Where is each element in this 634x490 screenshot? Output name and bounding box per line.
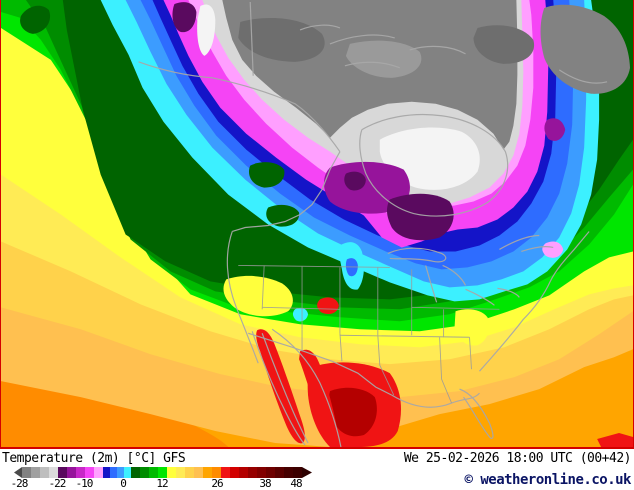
scale-segment: [131, 467, 140, 478]
scale-segment: [149, 467, 158, 478]
patch-yellow-virginia: [454, 309, 489, 346]
scale-segment: [31, 467, 40, 478]
scale-tick-label: -22: [48, 477, 67, 490]
patch-cyan-rockies: [292, 307, 309, 322]
scale-segment: [275, 467, 284, 478]
scale-segment: [257, 467, 266, 478]
scale-segment: [58, 467, 67, 478]
scale-tick-label: -28: [10, 477, 29, 490]
patch-purple-east: [544, 118, 566, 141]
copyright-label: © weatheronline.co.uk: [464, 472, 631, 488]
patch-darkgreen-bc-1: [248, 162, 285, 188]
temperature-scale-ticks: -28 -22 -10 0 12 26 38 48: [0, 477, 340, 490]
scale-segment: [212, 467, 221, 478]
temperature-map-canvas: [1, 0, 633, 447]
scale-segment: [185, 467, 194, 478]
scale-segment: [117, 467, 124, 478]
hot-red-sonora-spot: [317, 297, 339, 315]
scale-segment: [194, 467, 203, 478]
legend-bar: Temperature (2m) [°C] GFS We 25-02-2026 …: [0, 449, 634, 490]
scale-segment: [293, 467, 302, 478]
patch-dark-purple-manitoba: [386, 193, 454, 241]
scale-segment: [124, 467, 131, 478]
hot-red-sonora-coast: [299, 349, 338, 446]
scale-segment: [94, 467, 103, 478]
scale-tick-label: 26: [211, 477, 223, 490]
scale-segment: [40, 467, 49, 478]
patch-darkgreen-corner: [20, 5, 51, 34]
scale-segment: [22, 467, 31, 478]
scale-segment: [85, 467, 94, 478]
scale-segment: [266, 467, 275, 478]
scale-segment: [103, 467, 110, 478]
temperature-map: [0, 0, 634, 449]
scale-segment: [49, 467, 58, 478]
scale-tick-label: 48: [290, 477, 302, 490]
patch-yellow-columbia: [223, 275, 293, 317]
scale-segment: [14, 467, 22, 478]
coastlines: [138, 1, 608, 447]
scale-segment: [110, 467, 117, 478]
scale-tick-label: 0: [120, 477, 127, 490]
scale-segment: [76, 467, 85, 478]
state-borders: [238, 264, 500, 404]
hot-red-baja: [256, 329, 305, 444]
hot-red-corner: [597, 433, 633, 447]
temperature-scale: [14, 467, 312, 478]
scale-segment: [284, 467, 293, 478]
patch-dark-purple-alaska: [172, 2, 197, 33]
gray-noise-light: [345, 40, 422, 78]
scale-segment: [248, 467, 257, 478]
cold-white-alaska: [197, 4, 216, 56]
gray-noise-dark-2: [473, 25, 535, 64]
product-label: Temperature (2m) [°C] GFS: [2, 451, 186, 466]
scale-tick-label: -10: [75, 477, 94, 490]
scale-segment: [239, 467, 248, 478]
scale-segment: [302, 467, 312, 478]
patch-darkgreen-bc-2: [266, 204, 300, 227]
patch-pink-stlawrence: [542, 241, 564, 258]
hot-red-mexico-core: [328, 387, 377, 437]
scale-segment: [67, 467, 76, 478]
scale-segment: [221, 467, 230, 478]
scale-segment: [203, 467, 212, 478]
scale-segment: [140, 467, 149, 478]
scale-tick-label: 38: [259, 477, 271, 490]
scale-segment: [230, 467, 239, 478]
scale-tick-label: 12: [156, 477, 168, 490]
scale-segment: [176, 467, 185, 478]
scale-segment: [167, 467, 176, 478]
valid-time-label: We 25-02-2026 18:00 UTC (00+42): [403, 451, 632, 466]
patch-dark-purple-small: [344, 171, 366, 191]
scale-segment: [158, 467, 167, 478]
